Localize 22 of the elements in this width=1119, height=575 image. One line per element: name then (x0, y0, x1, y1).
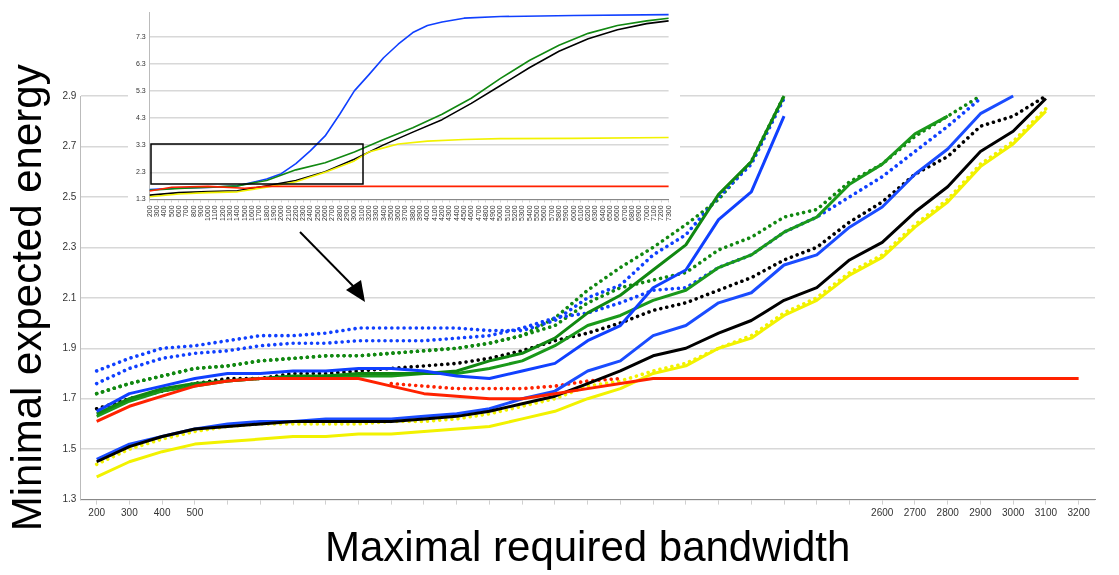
y-tick-label: 1.3 (62, 493, 77, 505)
x-tick-label: 2800 (936, 507, 960, 519)
x-tick-label: 3000 (1002, 507, 1025, 519)
x-tick-label: 300 (121, 507, 139, 519)
y-tick-label: 2.9 (62, 89, 77, 101)
y-tick-label: 1.7 (62, 392, 77, 404)
x-tick-label: 500 (186, 507, 204, 519)
y-tick-label: 2.5 (62, 190, 77, 202)
x-tick-label: 3100 (1034, 507, 1058, 519)
x-tick-label: 400 (153, 507, 171, 519)
x-tick-label: 3200 (1067, 507, 1091, 519)
y-tick-label: 1.9 (62, 342, 77, 353)
y-tick-label: 2.1 (62, 291, 77, 303)
y-tick-label: 2.3 (62, 241, 77, 253)
y-tick-label: 1.5 (62, 442, 77, 454)
y-tick-label: 2.7 (62, 140, 77, 152)
x-axis-title: Maximal required bandwidth (325, 523, 851, 571)
x-tick-label: 2700 (903, 507, 927, 519)
x-tick-label: 200 (88, 507, 106, 519)
y-axis-title: Minimal expected energy (2, 64, 50, 532)
x-tick-label: 2600 (871, 507, 894, 519)
x-tick-label: 2900 (969, 507, 992, 519)
